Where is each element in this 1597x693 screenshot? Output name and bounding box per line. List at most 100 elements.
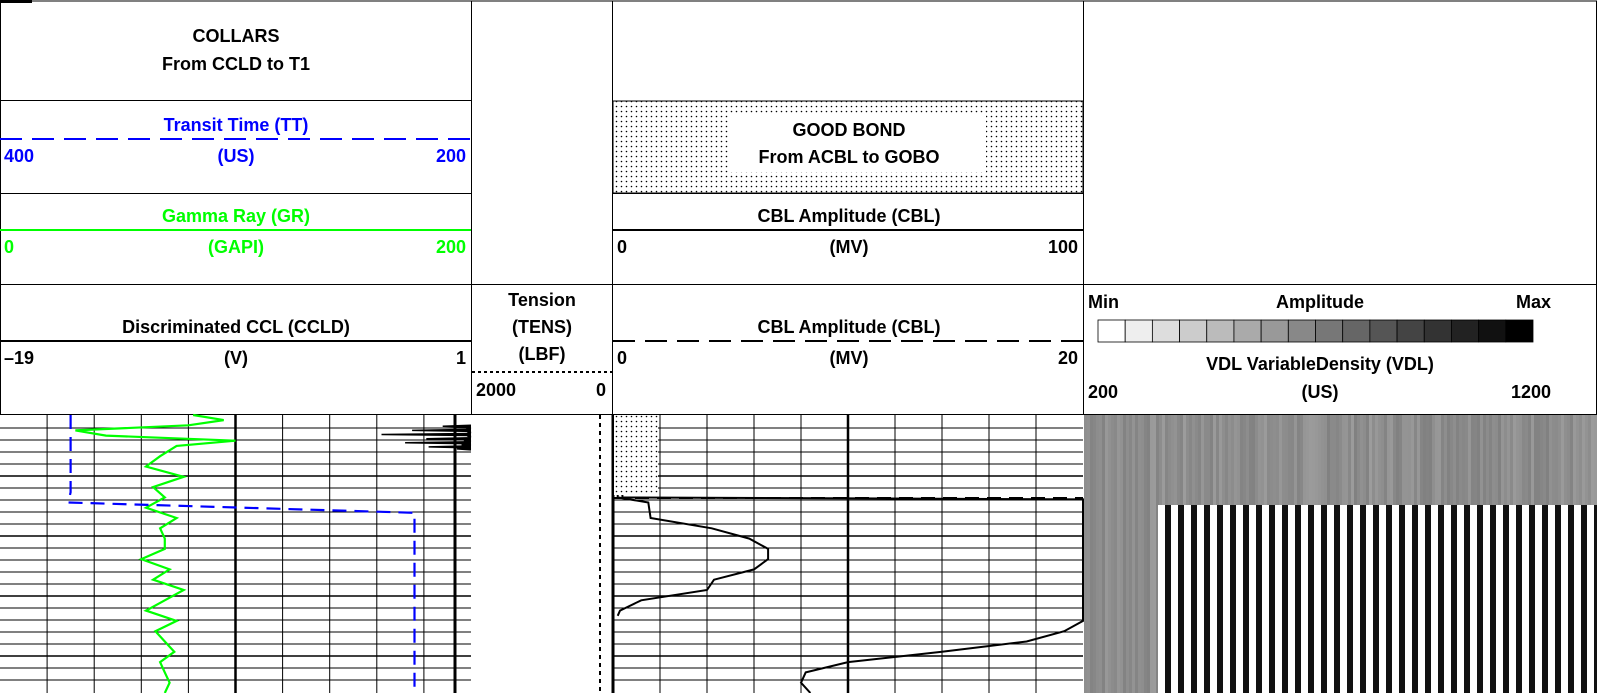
ccld-left-scale: –19 — [4, 348, 34, 368]
vdl-black-stripe — [1256, 505, 1262, 693]
collars-subtitle: From CCLD to T1 — [162, 54, 310, 74]
colorbar-cell — [1342, 319, 1371, 343]
vdl-black-stripe — [1594, 505, 1597, 693]
colorbar-cell — [1151, 319, 1180, 343]
vdl-white-stripe — [1171, 505, 1178, 693]
tt-right-scale: 200 — [436, 146, 466, 166]
colorbar-cell — [1451, 319, 1480, 343]
vdl-texture-column — [1120, 415, 1123, 693]
vdl-black-stripe — [1165, 505, 1171, 693]
ccl-spike — [428, 445, 472, 449]
gr-right-scale: 200 — [436, 237, 466, 257]
track1-grid — [0, 415, 471, 693]
good-bond-subtitle: From ACBL to GOBO — [759, 147, 940, 167]
vdl-texture-column — [1117, 415, 1120, 693]
cbl20-unit: (MV) — [830, 348, 869, 368]
vdl-black-stripe — [1412, 505, 1418, 693]
colorbar-cell — [1423, 319, 1452, 343]
vdl-texture-column — [1090, 415, 1093, 693]
vdl-curve-name: VDL VariableDensity (VDL) — [1206, 354, 1434, 374]
vdl-left-scale: 200 — [1088, 382, 1118, 402]
vdl-white-stripe — [1184, 505, 1191, 693]
vdl-black-stripe — [1438, 505, 1444, 693]
vdl-variable-density-image — [1084, 415, 1597, 693]
collars-title: COLLARS — [193, 26, 280, 46]
vdl-black-stripe — [1347, 505, 1353, 693]
vdl-white-stripe — [1197, 505, 1204, 693]
vdl-black-stripe — [1295, 505, 1301, 693]
vdl-amp-min: Min — [1088, 292, 1119, 312]
tension-line1: Tension — [508, 290, 576, 310]
vdl-texture-column — [1138, 415, 1141, 693]
vdl-white-stripe — [1418, 505, 1425, 693]
good-bond-title: GOOD BOND — [792, 120, 905, 140]
vdl-white-stripe — [1353, 505, 1360, 693]
vdl-black-stripe — [1477, 505, 1483, 693]
tension-right-scale: 0 — [596, 380, 606, 400]
ccld-right-scale: 1 — [456, 348, 466, 368]
vdl-unit: (US) — [1302, 382, 1339, 402]
cbl20-curve-name: CBL Amplitude (CBL) — [758, 317, 941, 337]
vdl-black-stripe — [1321, 505, 1327, 693]
vdl-black-stripe — [1451, 505, 1457, 693]
vdl-black-stripe — [1360, 505, 1366, 693]
vdl-texture-column — [1144, 415, 1147, 693]
ccl-spike — [456, 447, 472, 451]
colorbar-cell — [1369, 319, 1398, 343]
vdl-texture-column — [1141, 415, 1144, 693]
transit-time-curve — [66, 415, 416, 693]
vdl-texture-column — [1096, 415, 1099, 693]
cbl-track-grid — [599, 415, 1083, 693]
vdl-black-stripe — [1516, 505, 1522, 693]
vdl-white-stripe — [1392, 505, 1399, 693]
cbl-amplitude-100-curve — [621, 415, 1084, 693]
vdl-texture-column — [1099, 415, 1102, 693]
vdl-texture-column — [1111, 415, 1114, 693]
vdl-texture-column — [1132, 415, 1135, 693]
vdl-black-stripe — [1529, 505, 1535, 693]
colorbar-cell — [1396, 319, 1425, 343]
vdl-texture-column — [1153, 415, 1156, 693]
vdl-black-stripe — [1191, 505, 1197, 693]
tt-left-scale: 400 — [4, 146, 34, 166]
colorbar-cell — [1206, 319, 1235, 343]
cbl100-unit: (MV) — [830, 237, 869, 257]
ccl-spike — [442, 424, 472, 429]
vdl-amp-label: Amplitude — [1276, 292, 1364, 312]
colorbar-cell — [1505, 319, 1534, 343]
vdl-white-stripe — [1535, 505, 1542, 693]
vdl-black-stripe — [1334, 505, 1340, 693]
vdl-texture-column — [1135, 415, 1138, 693]
colorbar-cell — [1179, 319, 1208, 343]
cbl-amplitude-20-curve — [616, 415, 770, 617]
vdl-black-stripe — [1269, 505, 1275, 693]
vdl-texture-column — [1108, 415, 1111, 693]
vdl-texture-column — [1126, 415, 1129, 693]
vdl-texture-column — [1129, 415, 1132, 693]
colorbar-cell — [1315, 319, 1344, 343]
vdl-texture-column — [1147, 415, 1150, 693]
vdl-black-stripe — [1243, 505, 1249, 693]
legend-swatch — [0, 0, 32, 3]
vdl-white-stripe — [1223, 505, 1230, 693]
colorbar-cell — [1097, 319, 1126, 343]
colorbar-cell — [1287, 319, 1316, 343]
vdl-white-stripe — [1457, 505, 1464, 693]
colorbar-cell — [1124, 319, 1153, 343]
vdl-white-stripe — [1262, 505, 1269, 693]
vdl-white-stripe — [1587, 505, 1594, 693]
vdl-black-stripe — [1282, 505, 1288, 693]
cbl100-right-scale: 100 — [1048, 237, 1078, 257]
tension-line2: (TENS) — [512, 317, 572, 337]
vdl-black-stripe — [1425, 505, 1431, 693]
vdl-white-stripe — [1574, 505, 1581, 693]
vdl-white-stripe — [1405, 505, 1412, 693]
vdl-white-stripe — [1301, 505, 1308, 693]
vdl-white-stripe — [1340, 505, 1347, 693]
vdl-black-stripe — [1217, 505, 1223, 693]
vdl-black-stripe — [1386, 505, 1392, 693]
vdl-texture-column — [1087, 415, 1090, 693]
gr-curve-name: Gamma Ray (GR) — [162, 206, 310, 226]
vdl-texture-column — [1102, 415, 1105, 693]
